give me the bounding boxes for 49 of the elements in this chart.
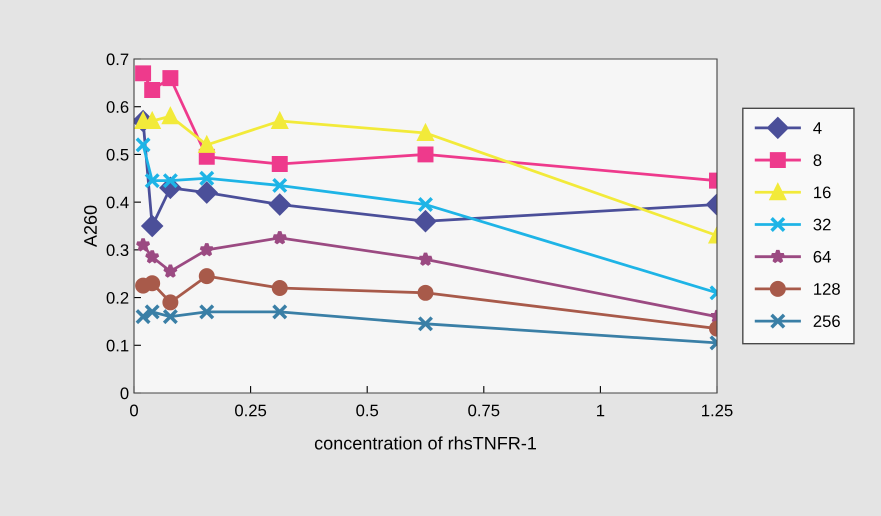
y-tick-label: 0.2 [106,292,128,304]
y-tick-label: 0.4 [106,196,129,208]
point [269,194,290,216]
legend-label: 64 [814,250,831,263]
point [162,263,178,278]
point [272,177,288,194]
x-tick-label: 0 [130,404,138,416]
legend-label: 8 [814,154,822,166]
point [135,136,152,153]
x-tick-label: 0.75 [468,404,500,416]
point [272,280,288,296]
point [198,304,215,320]
point [162,70,178,86]
y-tick-label: 0.5 [106,148,128,161]
x-tick-label: 1.25 [702,404,733,416]
point [199,242,214,257]
point [144,82,160,98]
y-tick-label: 0.3 [106,244,128,256]
point [198,268,215,284]
point [198,136,215,153]
y-tick-label: 0.7 [106,53,128,66]
point [144,275,160,292]
y-axis-title: A260 [84,206,97,248]
x-tick-label: 1 [597,404,604,416]
point [196,182,218,204]
point [162,308,178,325]
y-tick-label: 0 [120,387,128,400]
point [144,172,160,189]
x-tick-label: 0.5 [356,404,378,416]
point [135,308,152,325]
point [272,156,288,172]
point [135,65,152,82]
point [142,215,163,237]
point [162,294,178,310]
point [272,230,288,245]
point [198,170,215,186]
legend-label: 128 [814,283,840,295]
x-axis-title: concentration of rhsTNFR-1 [314,436,536,450]
point [135,237,151,252]
legend-label: 4 [813,122,822,134]
y-tick-label: 0.6 [106,101,128,113]
legend-label: 32 [813,218,831,230]
legend-label: 16 [814,186,831,198]
point [162,108,178,124]
x-tick-label: 0.25 [235,404,266,416]
point [144,249,160,264]
legend-label: 256 [814,315,840,328]
y-tick-label: 0.1 [106,340,128,352]
point [272,304,288,320]
